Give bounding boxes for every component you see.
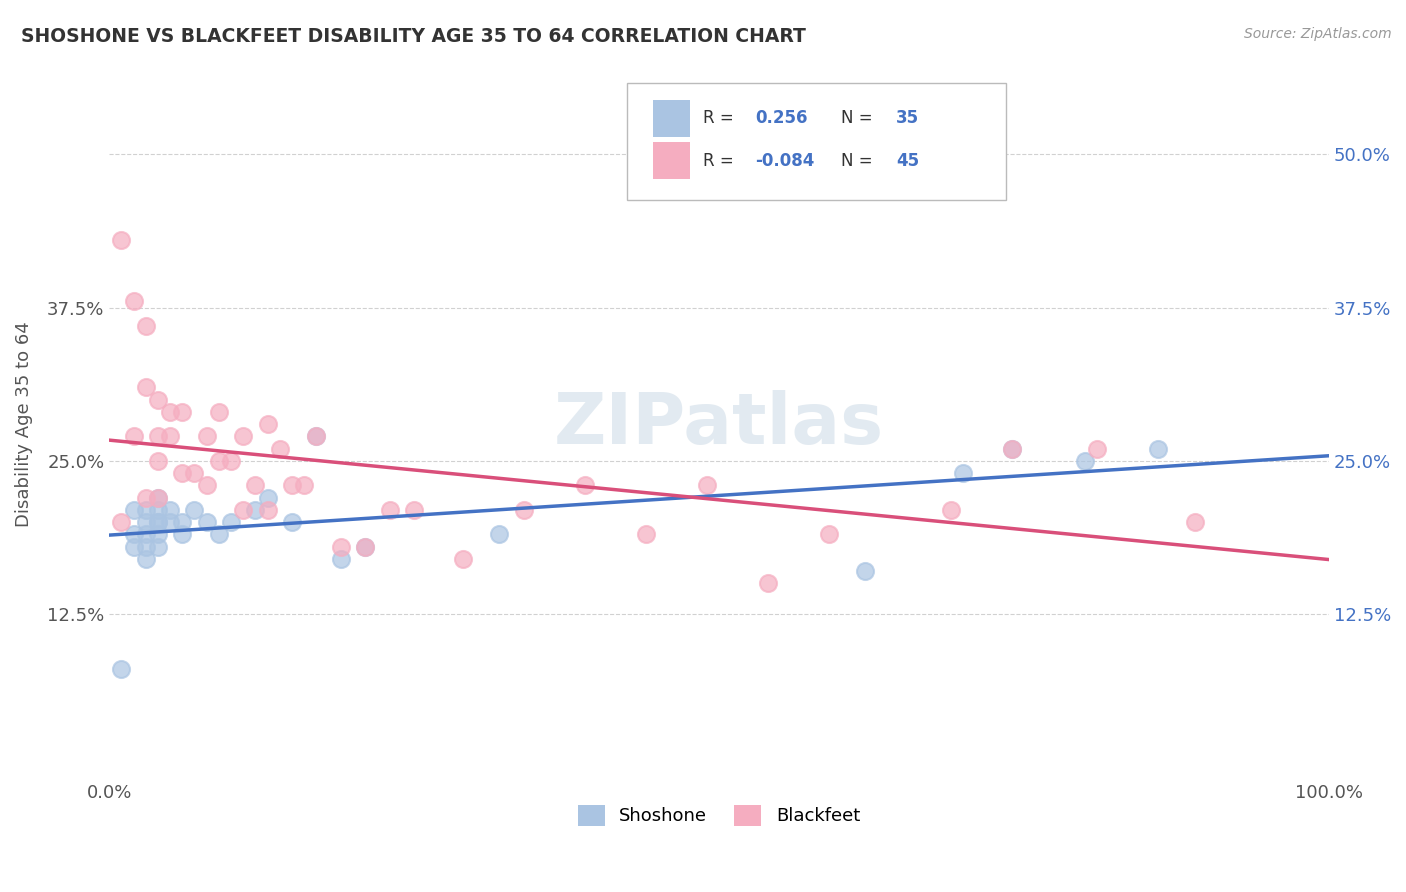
Point (696, 478, 718, 492)
Point (281, 478, 304, 492)
FancyBboxPatch shape (652, 100, 690, 136)
Point (146, 515, 169, 529)
Point (256, 417, 278, 431)
Point (146, 454, 169, 468)
Point (305, 429, 328, 443)
Point (122, 527, 145, 541)
FancyBboxPatch shape (627, 83, 1005, 200)
Point (329, 552, 352, 566)
Text: 45: 45 (896, 152, 920, 170)
Point (135, 503, 157, 517)
Point (451, 552, 474, 566)
Point (146, 491, 169, 505)
Point (172, 527, 194, 541)
Point (1001, 442, 1024, 456)
Point (232, 503, 254, 517)
Point (1074, 454, 1097, 468)
Text: 0.256: 0.256 (755, 110, 808, 128)
Point (172, 405, 194, 419)
Point (195, 429, 218, 443)
Point (159, 429, 181, 443)
Point (1184, 515, 1206, 529)
Point (208, 454, 231, 468)
Point (159, 405, 181, 419)
Point (122, 294, 145, 309)
Text: ZIPatlas: ZIPatlas (554, 390, 884, 458)
Point (634, 527, 657, 541)
Point (329, 540, 352, 554)
Point (305, 429, 328, 443)
Point (146, 392, 169, 407)
Point (146, 429, 169, 443)
Text: R =: R = (703, 110, 740, 128)
Point (1001, 442, 1024, 456)
Point (269, 442, 291, 456)
Point (574, 478, 596, 492)
Point (817, 527, 839, 541)
Point (256, 503, 278, 517)
Point (281, 515, 304, 529)
Point (354, 540, 377, 554)
Text: Source: ZipAtlas.com: Source: ZipAtlas.com (1244, 27, 1392, 41)
Point (146, 515, 169, 529)
Point (1147, 442, 1170, 456)
Text: -0.084: -0.084 (755, 152, 815, 170)
Point (952, 466, 974, 480)
Point (853, 564, 876, 578)
Point (378, 503, 401, 517)
Point (232, 429, 254, 443)
Point (110, 515, 132, 529)
Point (135, 380, 157, 394)
Text: R =: R = (703, 152, 740, 170)
Point (219, 454, 242, 468)
Point (110, 662, 132, 676)
Point (172, 466, 194, 480)
Point (245, 478, 267, 492)
Point (172, 515, 194, 529)
Point (146, 491, 169, 505)
Point (159, 515, 181, 529)
Point (292, 478, 315, 492)
Text: 35: 35 (896, 110, 920, 128)
Point (256, 491, 278, 505)
Point (402, 503, 425, 517)
Y-axis label: Disability Age 35 to 64: Disability Age 35 to 64 (15, 321, 32, 527)
Point (1085, 442, 1108, 456)
Point (756, 576, 779, 591)
Point (159, 503, 181, 517)
Point (122, 540, 145, 554)
Point (122, 429, 145, 443)
Point (195, 478, 218, 492)
Point (195, 515, 218, 529)
Text: SHOSHONE VS BLACKFEET DISABILITY AGE 35 TO 64 CORRELATION CHART: SHOSHONE VS BLACKFEET DISABILITY AGE 35 … (21, 27, 806, 45)
Point (146, 540, 169, 554)
Point (183, 466, 205, 480)
Point (135, 491, 157, 505)
Point (208, 405, 231, 419)
Point (513, 503, 536, 517)
Point (135, 318, 157, 333)
Legend: Shoshone, Blackfeet: Shoshone, Blackfeet (568, 796, 869, 835)
Point (939, 503, 962, 517)
Text: N =: N = (841, 110, 877, 128)
Point (208, 527, 231, 541)
Point (146, 527, 169, 541)
Point (183, 503, 205, 517)
Point (488, 527, 510, 541)
Point (110, 233, 132, 247)
Point (135, 527, 157, 541)
Point (135, 540, 157, 554)
Point (245, 503, 267, 517)
Point (135, 515, 157, 529)
FancyBboxPatch shape (652, 143, 690, 179)
Point (135, 552, 157, 566)
Text: N =: N = (841, 152, 877, 170)
Point (219, 515, 242, 529)
Point (122, 503, 145, 517)
Point (146, 503, 169, 517)
Point (354, 540, 377, 554)
